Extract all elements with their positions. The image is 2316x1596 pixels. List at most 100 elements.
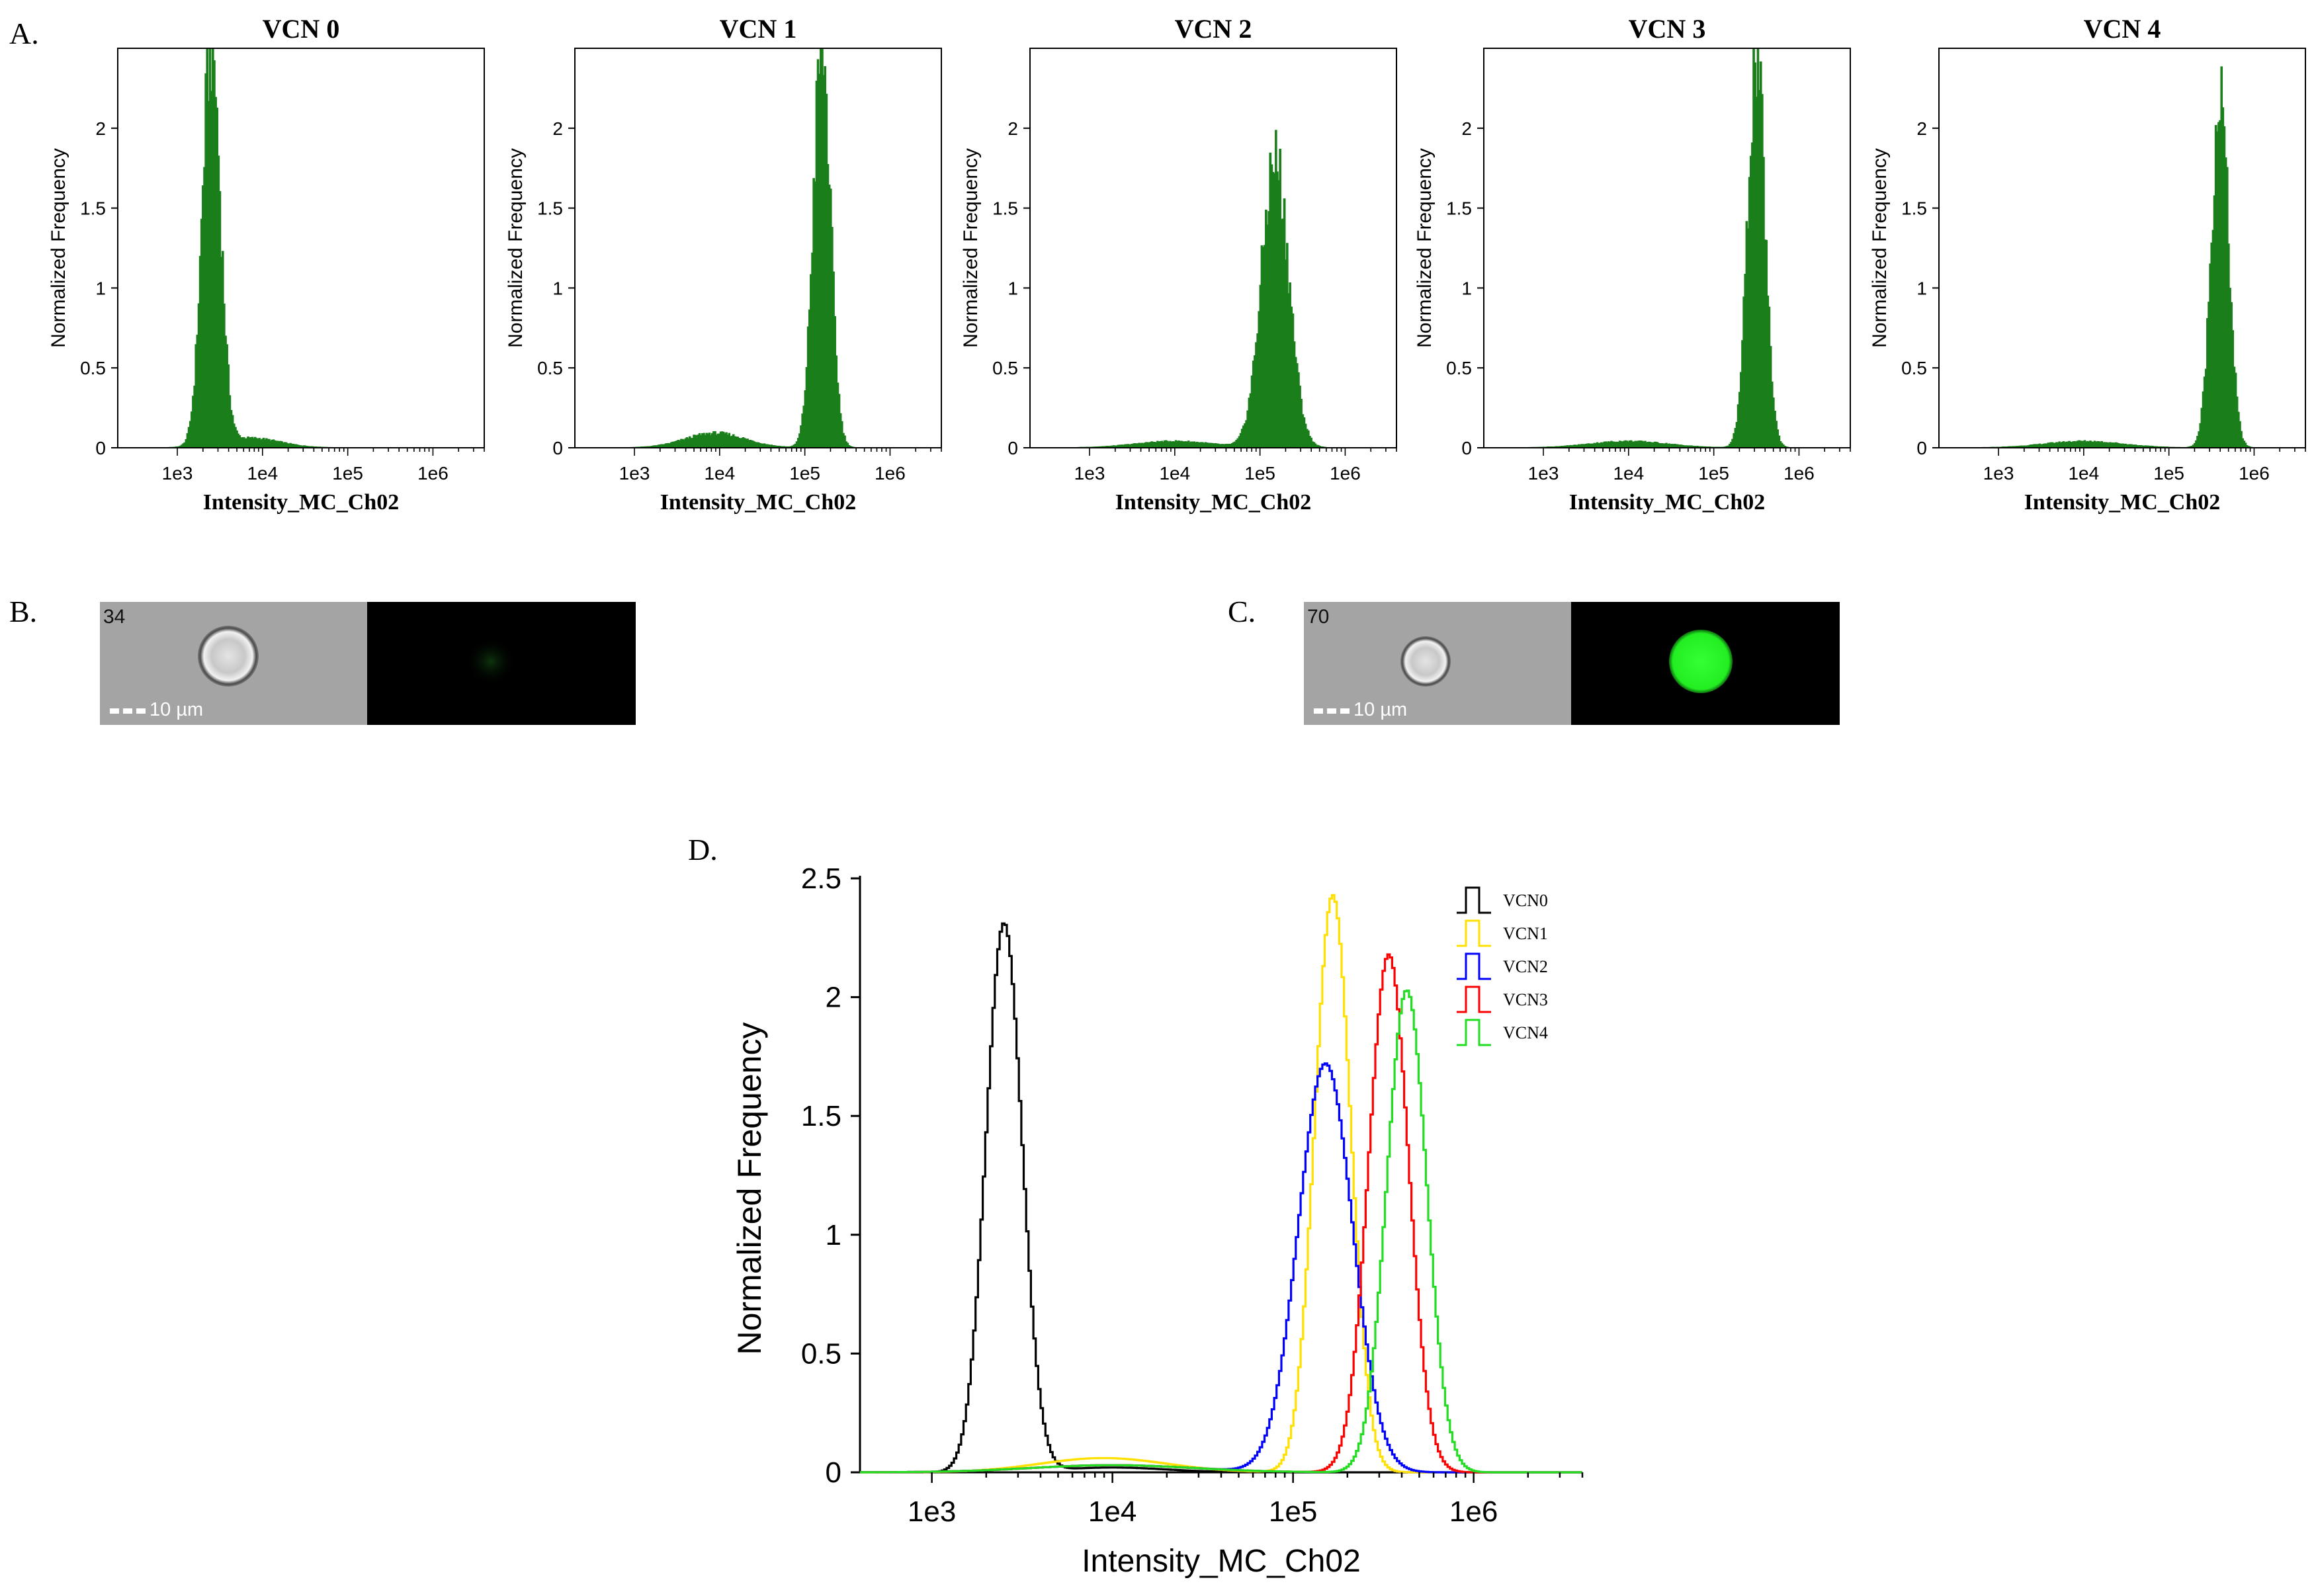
object-number-b: 34 xyxy=(103,606,125,628)
plot-frame-4 xyxy=(1938,48,2306,448)
x-tick-label-0: 1e6 xyxy=(417,463,449,483)
legend-label-vcn4: VCN4 xyxy=(1503,1023,1548,1042)
legend-label-vcn0: VCN0 xyxy=(1503,891,1548,910)
x-tick-label-1: 1e3 xyxy=(619,463,650,483)
object-number-c: 70 xyxy=(1307,606,1329,628)
histogram-0: 0 0.5 1 1.5 2 1e3 1e4 1e5 1e6 VCN 0 Intensity_MC_C… xyxy=(48,14,485,515)
overlay-y-tick-label: 1.5 xyxy=(801,1100,841,1132)
x-tick-label-4: 1e6 xyxy=(2239,463,2270,483)
x-axis-label-1: Intensity_MC_Ch02 xyxy=(660,490,857,515)
cell-brightfield-c xyxy=(1400,636,1451,687)
legend: VCN0 VCN1 VCN2 VCN3 VCN4 xyxy=(1457,886,1548,1046)
panel-label-c: C. xyxy=(1228,595,1256,628)
y-tick-label-4: 1 xyxy=(1916,278,1927,298)
chart-title-0: VCN 0 xyxy=(263,14,340,44)
y-tick-label-1: 1.5 xyxy=(537,198,563,219)
cell-fluorescence-b xyxy=(466,638,516,685)
legend-label-vcn1: VCN1 xyxy=(1503,924,1548,943)
y-axis-label-2: Normalized Frequency xyxy=(960,148,982,348)
x-tick-label-4: 1e5 xyxy=(2153,463,2184,483)
y-tick-label-0: 2 xyxy=(95,118,106,139)
scale-bar-c xyxy=(1314,708,1350,714)
y-tick-label-4: 2 xyxy=(1916,118,1927,139)
y-tick-label-2: 0.5 xyxy=(992,358,1018,378)
y-axis-label-3: Normalized Frequency xyxy=(1414,148,1436,348)
plot-frame-3 xyxy=(1483,48,1851,448)
x-axis-label-2: Intensity_MC_Ch02 xyxy=(1115,490,1312,515)
y-tick-label-1: 0 xyxy=(552,438,563,458)
plot-frame-2 xyxy=(1029,48,1397,448)
micrograph-c: 70 10 µm xyxy=(1304,602,1840,725)
overlay-y-tick-label: 2 xyxy=(826,982,841,1014)
legend-label-vcn3: VCN3 xyxy=(1503,990,1548,1009)
overlay-y-tick-label: 0 xyxy=(826,1456,841,1489)
panel-label-d: D. xyxy=(688,833,718,866)
cell-brightfield-b xyxy=(198,626,259,687)
legend-swatch-vcn0 xyxy=(1457,886,1491,914)
plot-frame-0 xyxy=(117,48,485,448)
x-tick-label-1: 1e4 xyxy=(704,463,735,483)
overlay-x-tick-label: 1e3 xyxy=(908,1495,956,1528)
overlay-y-tick-label: 1 xyxy=(826,1219,841,1251)
x-tick-label-3: 1e3 xyxy=(1528,463,1559,483)
chart-title-1: VCN 1 xyxy=(720,14,797,44)
x-tick-label-0: 1e3 xyxy=(162,463,193,483)
x-tick-label-0: 1e4 xyxy=(247,463,278,483)
micrograph-b: 34 10 µm xyxy=(100,602,636,725)
y-tick-label-1: 2 xyxy=(552,118,563,139)
y-tick-label-3: 1 xyxy=(1461,278,1472,298)
series-line-vcn0 xyxy=(860,922,1582,1474)
x-tick-label-3: 1e4 xyxy=(1613,463,1644,483)
overlay-y-tick-label: 0.5 xyxy=(801,1337,841,1370)
overlay-x-tick-label: 1e4 xyxy=(1088,1495,1137,1528)
legend-swatch-vcn2 xyxy=(1457,952,1491,980)
y-tick-label-2: 0 xyxy=(1008,438,1018,458)
y-tick-label-0: 0.5 xyxy=(80,358,106,378)
chart-title-2: VCN 2 xyxy=(1175,14,1252,44)
overlay-x-tick-label: 1e6 xyxy=(1449,1495,1498,1528)
histogram-bars-1 xyxy=(575,48,941,448)
y-tick-label-4: 1.5 xyxy=(1901,198,1927,219)
x-tick-label-0: 1e5 xyxy=(332,463,363,483)
histogram-bars-3 xyxy=(1484,48,1850,448)
y-tick-label-0: 1 xyxy=(95,278,106,298)
x-tick-label-2: 1e4 xyxy=(1159,463,1190,483)
legend-swatch-vcn1 xyxy=(1457,919,1491,947)
histogram-bars-4 xyxy=(1939,66,2305,448)
series-line-vcn2 xyxy=(860,1062,1582,1474)
x-tick-label-2: 1e6 xyxy=(1330,463,1361,483)
overlay-y-axis-label: Normalized Frequency xyxy=(731,1023,768,1355)
overlay-histogram: 0 0.5 1 1.5 2 2.5 1e3 1e4 1e5 1e6 Intensity_MC_Ch0… xyxy=(731,862,1584,1579)
overlay-x-axis-label: Intensity_MC_Ch02 xyxy=(1082,1544,1361,1579)
x-tick-label-3: 1e6 xyxy=(1783,463,1815,483)
y-axis-label-1: Normalized Frequency xyxy=(505,148,527,348)
x-axis-label-0: Intensity_MC_Ch02 xyxy=(203,490,400,515)
y-tick-label-3: 0 xyxy=(1461,438,1472,458)
x-tick-label-4: 1e4 xyxy=(2068,463,2099,483)
histogram-panels: 0 0.5 1 1.5 2 1e3 1e4 1e5 1e6 VCN 0 Intensity_MC_C… xyxy=(48,14,2306,515)
x-tick-label-2: 1e3 xyxy=(1074,463,1105,483)
overlay-x-tick-label: 1e5 xyxy=(1269,1495,1317,1528)
legend-swatch-vcn4 xyxy=(1457,1019,1491,1046)
series-line-vcn4 xyxy=(860,989,1582,1474)
y-tick-label-1: 0.5 xyxy=(537,358,563,378)
y-tick-label-3: 1.5 xyxy=(1446,198,1472,219)
y-tick-label-2: 1 xyxy=(1008,278,1018,298)
legend-swatch-vcn3 xyxy=(1457,986,1491,1013)
x-tick-label-2: 1e5 xyxy=(1244,463,1275,483)
y-tick-label-0: 0 xyxy=(95,438,106,458)
legend-label-vcn2: VCN2 xyxy=(1503,957,1548,976)
overlay-y-tick-label: 2.5 xyxy=(801,862,841,895)
histogram-3: 0 0.5 1 1.5 2 1e3 1e4 1e5 1e6 VCN 3 Intensity_MC_C… xyxy=(1414,14,1851,515)
chart-title-3: VCN 3 xyxy=(1629,14,1706,44)
scale-label-c: 10 µm xyxy=(1353,699,1407,720)
y-axis-label-0: Normalized Frequency xyxy=(48,148,69,348)
x-axis-label-3: Intensity_MC_Ch02 xyxy=(1569,490,1766,515)
y-tick-label-1: 1 xyxy=(552,278,563,298)
plot-frame-1 xyxy=(574,48,942,448)
y-tick-label-4: 0 xyxy=(1916,438,1927,458)
y-tick-label-3: 0.5 xyxy=(1446,358,1472,378)
scale-bar-b xyxy=(110,708,146,714)
y-tick-label-3: 2 xyxy=(1461,118,1472,139)
